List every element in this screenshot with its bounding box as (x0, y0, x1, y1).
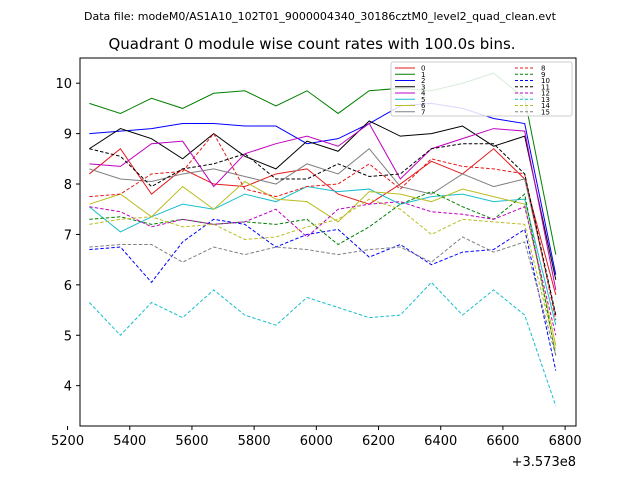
series-line-9 (89, 191, 557, 356)
series-line-8 (89, 132, 557, 321)
y-tick-label: 7 (64, 228, 72, 243)
x-tick-label: 6400 (424, 434, 457, 449)
legend-label-2: 2 (421, 77, 425, 85)
chart-title: Quadrant 0 module wise count rates with … (108, 35, 515, 53)
legend-box (390, 61, 573, 117)
series-line-14 (89, 198, 557, 351)
x-axis-offset-label: +3.573e8 (512, 455, 576, 470)
legend-label-4: 4 (421, 90, 426, 98)
x-tick-label: 6800 (549, 434, 582, 449)
y-tick-label: 8 (64, 178, 72, 193)
legend-label-7: 7 (421, 108, 425, 116)
x-axis-ticks: 5200 5400 5600 5800 6000 6200 6400 6600 6800 (51, 426, 582, 449)
series-line-15 (89, 236, 557, 356)
legend-label-5: 5 (421, 96, 425, 104)
x-tick-label: 6600 (486, 434, 519, 449)
chart-suptitle: Data file: modeM0/AS1A10_102T01_90000043… (84, 10, 557, 23)
series-line-0 (89, 148, 557, 296)
legend-label-8: 8 (541, 65, 545, 73)
x-tick-label: 5400 (113, 434, 146, 449)
axes-frame (79, 57, 577, 427)
y-axis-ticks: 4 5 6 7 8 9 10 (55, 77, 80, 395)
y-tick-label: 6 (64, 279, 72, 294)
legend-label-12: 12 (541, 90, 550, 98)
series-line-7 (89, 148, 557, 316)
y-tick-label: 5 (64, 329, 72, 344)
legend-label-11: 11 (541, 83, 550, 91)
y-tick-label: 10 (55, 77, 72, 92)
legend-label-1: 1 (421, 71, 425, 79)
series-line-4 (89, 122, 557, 290)
y-tick-label: 9 (64, 128, 72, 143)
series-line-6 (89, 180, 557, 346)
x-tick-label: 5200 (51, 434, 84, 449)
legend-label-3: 3 (421, 83, 425, 91)
legend-label-9: 9 (541, 71, 545, 79)
series-line-12 (89, 201, 557, 336)
legend-label-10: 10 (541, 77, 550, 85)
legend-label-6: 6 (421, 102, 426, 110)
x-tick-label: 5800 (238, 434, 271, 449)
legend-label-13: 13 (541, 96, 550, 104)
plot-lines (88, 72, 557, 407)
y-tick-label: 4 (64, 380, 72, 395)
x-tick-label: 6200 (362, 434, 395, 449)
series-line-13 (88, 281, 557, 407)
series-line-10 (89, 218, 557, 371)
legend-label-14: 14 (541, 102, 550, 110)
legend-label-0: 0 (421, 65, 425, 73)
x-tick-label: 6000 (300, 434, 333, 449)
x-tick-label: 5600 (175, 434, 208, 449)
legend-label-15: 15 (541, 108, 550, 116)
series-line-3 (89, 120, 557, 280)
series-line-5 (89, 186, 557, 326)
